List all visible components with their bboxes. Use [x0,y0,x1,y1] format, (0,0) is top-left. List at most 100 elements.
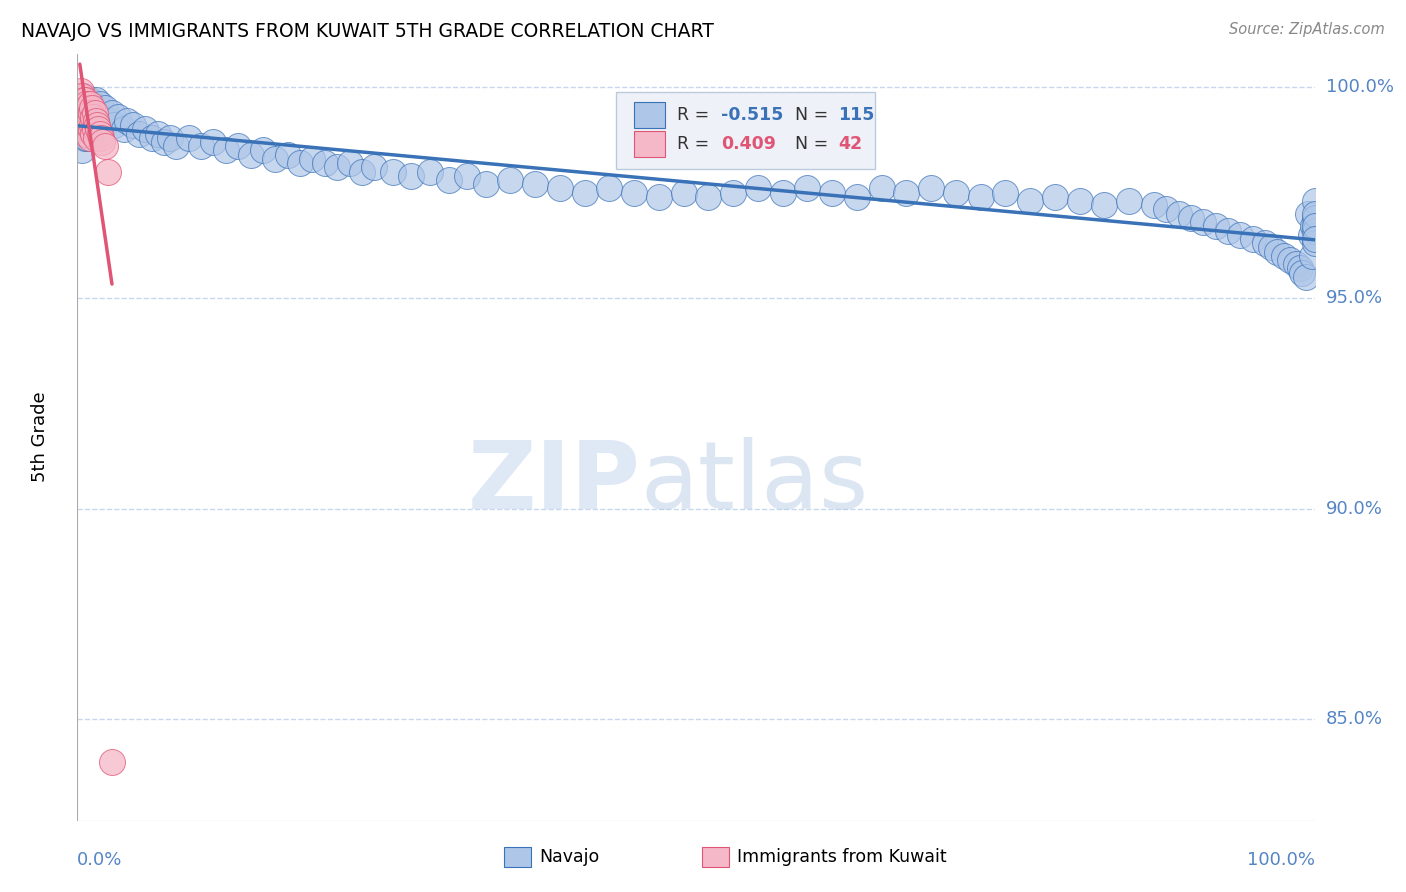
Point [122,118,145,132]
Point [772,186,794,200]
Point [82,127,104,141]
Point [339,156,361,170]
Point [1302,219,1324,234]
Point [845,190,868,204]
Point [524,177,547,191]
Point [82,118,104,132]
Point [202,135,225,149]
Point [1069,194,1091,208]
Text: 95.0%: 95.0% [1326,289,1384,307]
Point [226,139,249,153]
Text: 100.0%: 100.0% [1247,851,1315,869]
Point [1019,194,1042,208]
Point [1118,194,1140,208]
Point [91,135,114,149]
Point [141,131,163,145]
Point [77,122,100,136]
Text: N =: N = [794,106,834,124]
Point [264,152,287,166]
Point [1301,249,1323,263]
Point [134,122,156,136]
Point [969,190,991,204]
Point [80,122,103,136]
Point [381,164,404,178]
Text: Source: ZipAtlas.com: Source: ZipAtlas.com [1229,22,1385,37]
Point [548,181,571,195]
Point [83,122,105,136]
Point [82,97,104,112]
Text: Navajo: Navajo [538,847,599,866]
Point [1303,211,1326,225]
Point [1303,232,1326,246]
Point [159,131,181,145]
Point [82,105,104,120]
Point [72,144,94,158]
Point [1216,223,1239,237]
Text: 0.0%: 0.0% [77,851,122,869]
Point [79,131,101,145]
Point [870,181,893,195]
Point [623,186,645,200]
Point [86,105,108,120]
Text: 85.0%: 85.0% [1326,711,1382,729]
Point [1167,207,1189,221]
Point [75,97,97,112]
Text: NAVAJO VS IMMIGRANTS FROM KUWAIT 5TH GRADE CORRELATION CHART: NAVAJO VS IMMIGRANTS FROM KUWAIT 5TH GRA… [21,22,714,41]
Point [1298,207,1320,221]
Point [69,101,91,115]
Point [84,114,107,128]
Point [363,161,385,175]
Point [90,131,112,145]
Point [697,190,720,204]
Text: R =: R = [678,135,716,153]
Point [1043,190,1066,204]
Point [1299,227,1322,242]
Point [76,131,98,145]
Point [456,169,478,183]
Point [499,173,522,187]
Point [1291,266,1313,280]
Point [1303,194,1326,208]
Text: Immigrants from Kuwait: Immigrants from Kuwait [737,847,946,866]
Point [672,186,695,200]
Point [945,186,967,200]
Point [146,127,169,141]
Point [796,181,818,195]
Point [72,114,94,128]
Point [1180,211,1202,225]
Point [326,161,349,175]
Text: 100.0%: 100.0% [1326,78,1393,96]
Point [79,93,101,107]
Text: R =: R = [678,106,716,124]
Point [70,85,93,99]
Point [72,118,94,132]
Point [301,152,323,166]
Bar [702,847,730,867]
Point [70,97,93,112]
Point [721,186,744,200]
Point [1272,249,1295,263]
Point [1092,198,1115,212]
Point [474,177,496,191]
Point [1295,269,1317,284]
Point [82,110,104,124]
Point [574,186,596,200]
Text: 5th Grade: 5th Grade [31,392,49,483]
Point [1241,232,1264,246]
Point [1254,236,1277,251]
Text: atlas: atlas [640,437,869,529]
Point [1303,236,1326,251]
Point [1303,207,1326,221]
Point [72,93,94,107]
Point [82,122,104,136]
Point [103,118,125,132]
Point [419,164,441,178]
Point [91,110,114,124]
Point [76,105,98,120]
Point [97,114,120,128]
Point [86,118,108,132]
Point [101,755,124,769]
Point [79,114,101,128]
Point [70,110,93,124]
Point [252,144,274,158]
